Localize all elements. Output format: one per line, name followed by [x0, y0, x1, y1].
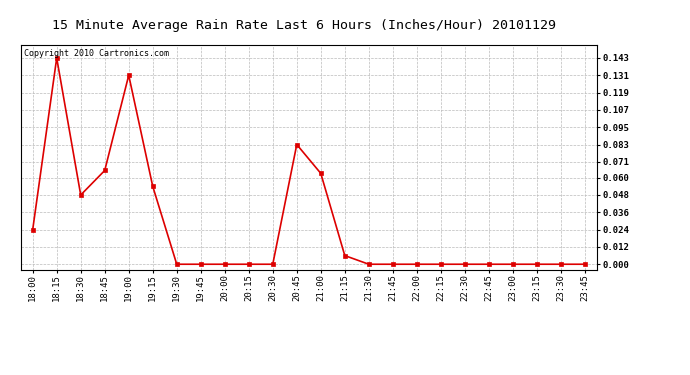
Text: Copyright 2010 Cartronics.com: Copyright 2010 Cartronics.com: [23, 50, 168, 58]
Text: 15 Minute Average Rain Rate Last 6 Hours (Inches/Hour) 20101129: 15 Minute Average Rain Rate Last 6 Hours…: [52, 19, 555, 32]
